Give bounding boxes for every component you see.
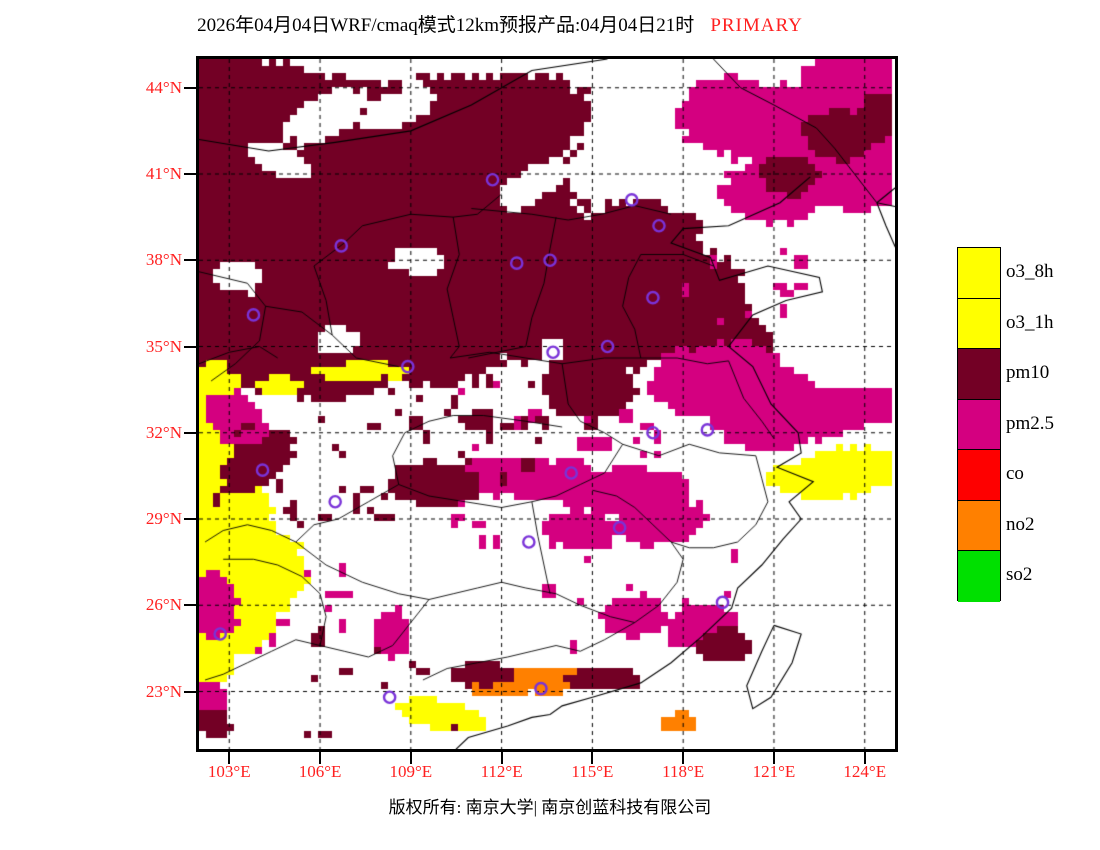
y-axis-tick-label: 29°N — [145, 509, 182, 528]
x-axis-tick-mark — [319, 752, 322, 764]
legend-swatch-o3_1h — [958, 298, 1000, 350]
x-axis-tick-mark — [682, 752, 685, 764]
x-axis-tick-label: 115°E — [571, 762, 614, 781]
x-axis-tick-label: 121°E — [752, 762, 796, 781]
legend-swatch-co — [958, 450, 1000, 501]
legend-label-pm10: pm10 — [1006, 362, 1050, 384]
x-axis-tick-mark — [228, 752, 231, 764]
y-axis-tick-label: 41°N — [145, 164, 182, 183]
legend-label-so2: so2 — [1006, 564, 1033, 586]
legend-swatch-pm10 — [958, 349, 1000, 400]
legend-label-o3_1h: o3_1h — [1006, 311, 1054, 333]
legend-label-no2: no2 — [1006, 513, 1035, 535]
y-axis-tick-mark — [184, 86, 196, 89]
x-axis-tick-label: 124°E — [843, 762, 887, 781]
y-axis-tick-label: 23°N — [145, 681, 182, 701]
y-axis-tick-mark — [184, 431, 196, 434]
y-axis-tick-mark — [184, 690, 196, 693]
y-axis-tick-label: 44°N — [145, 77, 182, 97]
map-plot-area[interactable] — [196, 56, 898, 752]
x-axis-tick-label: 109°E — [389, 762, 433, 781]
y-axis-tick-mark — [184, 345, 196, 348]
y-axis-tick-mark — [184, 259, 196, 262]
title-primary-tag: PRIMARY — [710, 15, 803, 36]
legend-swatch-o3_8h — [958, 248, 1000, 299]
x-axis-tick-mark — [591, 752, 594, 764]
x-axis-tick-label: 112°E — [480, 762, 523, 781]
legend-label-co: co — [1006, 463, 1024, 485]
x-axis-tick-label: 103°E — [207, 762, 251, 781]
y-axis-tick-mark — [184, 173, 196, 175]
copyright-footer: 版权所有: 南京大学| 南京创蓝科技有限公司 — [388, 798, 712, 817]
y-axis-tick-mark — [184, 518, 196, 520]
title-main: 2026年04月04日WRF/cmaq模式12km预报产品:04月04日21时 — [197, 15, 695, 36]
y-axis-tick-label: 32°N — [145, 422, 182, 442]
y-axis-tick-mark — [184, 604, 196, 607]
x-axis-tick-mark — [500, 752, 503, 764]
x-axis-tick-mark — [772, 752, 775, 764]
legend-label-o3_8h: o3_8h — [1006, 261, 1054, 282]
legend-swatch-pm2-5 — [958, 399, 1000, 451]
page-title: 2026年04月04日WRF/cmaq模式12km预报产品:04月04日21时 P… — [0, 10, 1000, 37]
y-axis-tick-label: 26°N — [145, 595, 182, 615]
x-axis-tick-label: 118°E — [662, 762, 705, 781]
air-quality-heatmap-canvas[interactable] — [199, 59, 895, 749]
y-axis-tick-label: 35°N — [145, 336, 182, 356]
legend-swatch-no2 — [958, 500, 1000, 552]
legend-swatch-so2 — [958, 551, 1000, 602]
x-axis-tick-label: 106°E — [298, 762, 342, 781]
x-axis-tick-mark — [863, 752, 866, 764]
x-axis-tick-mark — [409, 752, 412, 764]
pollutant-legend-colorbar — [957, 247, 1001, 602]
legend-label-pm2-5: pm2.5 — [1006, 412, 1055, 434]
y-axis-tick-label: 38°N — [145, 250, 182, 270]
